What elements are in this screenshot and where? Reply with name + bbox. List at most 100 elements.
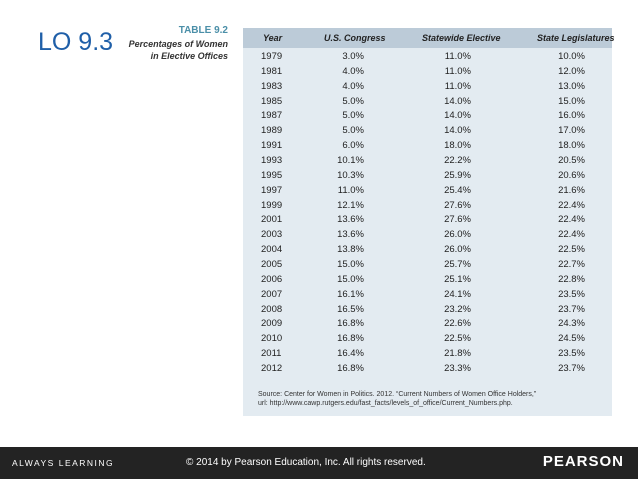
table-cell: 1991 [261,140,283,152]
table-cell: 22.4% [558,199,585,211]
table-cell: 13.6% [337,229,364,241]
table-cell: 16.0% [558,110,585,122]
table-cell: 11.0% [337,184,364,196]
table-cell: 2006 [261,273,283,285]
table-cell: 1987 [261,110,283,122]
table-cell: 1985 [261,95,283,107]
table-cell: 26.0% [444,244,471,256]
table-cell: 18.0% [558,140,585,152]
table-cell: 2012 [261,363,283,375]
table-cell: 24.3% [558,318,585,330]
table-cell: 23.7% [558,303,585,315]
table-cell: 14.0% [444,125,471,137]
table-cell: 16.8% [337,318,364,330]
table-cell: 22.5% [558,244,585,256]
table-cell: 2009 [261,318,283,330]
table-cell: 1989 [261,125,283,137]
table-cell: 17.0% [558,125,585,137]
table-cell: 1999 [261,199,283,211]
table-cell: 15.0% [337,273,364,285]
footer-left: ALWAYS LEARNING [12,458,115,468]
table-cell: 5.0% [342,110,364,122]
table-cell: 14.0% [444,110,471,122]
footer-band [0,447,638,479]
table-cell: 4.0% [342,65,364,77]
column-header: State Legislatures [537,33,615,43]
table-cell: 13.8% [337,244,364,256]
table-cell: 24.5% [558,333,585,345]
table-cell: 15.0% [337,259,364,271]
table-cell: 12.0% [558,65,585,77]
table-cell: 1983 [261,80,283,92]
table-cell: 11.0% [444,51,471,62]
table-cell: 22.4% [558,214,585,226]
table-cell: 23.5% [558,288,585,300]
table-cell: 25.1% [444,273,471,285]
table-cell: 16.5% [337,303,364,315]
table-cell: 5.0% [342,95,364,107]
table-cell: 10.3% [337,169,364,181]
table-cell: 20.5% [558,155,585,167]
table-cell: 26.0% [444,229,471,241]
table-cell: 1981 [261,65,283,77]
table-cell: 22.7% [558,259,585,271]
table-cell: 2003 [261,229,283,241]
table-cell: 25.9% [444,169,471,181]
table-cell: 22.4% [558,229,585,241]
table-cell: 27.6% [444,199,471,211]
table-source: Source: Center for Women in Politics. 20… [258,391,537,398]
table-cell: 14.0% [444,95,471,107]
table-cell: 4.0% [342,80,364,92]
table-cell: 16.4% [337,348,364,360]
table-cell: 1997 [261,184,283,196]
table-cell: 22.6% [444,318,471,330]
table-cell: 24.1% [444,288,471,300]
table-cell: 18.0% [444,140,471,152]
table-cell: 5.0% [342,125,364,137]
table-cell: 22.5% [444,333,471,345]
table-cell: 27.6% [444,214,471,226]
table-cell: 2005 [261,259,283,271]
table-cell: 16.8% [337,363,364,375]
table-cell: 16.8% [337,333,364,345]
column-header: U.S. Congress [324,33,386,43]
table-source: url: http://www.cawp.rutgers.edu/fast_fa… [258,400,513,407]
footer-copyright: © 2014 by Pearson Education, Inc. All ri… [186,457,426,468]
table-cell: 25.7% [444,259,471,271]
column-header: Statewide Elective [422,33,501,43]
table-cell: 23.2% [444,303,471,315]
table-cell: 10.1% [337,155,364,167]
slide-label: LO 9.3 [38,28,114,56]
table-cell: 3.0% [342,51,364,62]
table-cell: 11.0% [444,65,471,77]
table-cell: 23.3% [444,363,471,375]
table-cell: 2010 [261,333,283,345]
table-cell: 2011 [261,348,282,360]
table-cell: 15.0% [558,95,585,107]
column-header: Year [263,33,283,43]
table-cell: 23.5% [558,348,585,360]
table-cell: 2008 [261,303,283,315]
table-cell: 25.4% [444,184,471,196]
table-cell: 11.0% [444,80,471,92]
table-cell: 6.0% [342,140,364,152]
table-cell: 20.6% [558,169,585,181]
table-cell: 22.2% [444,155,471,167]
table-title: in Elective Offices [150,51,228,61]
table-cell: 13.0% [558,80,585,92]
table-cell: 21.8% [444,348,471,360]
table-title: Percentages of Women [128,39,228,49]
table-cell: 13.6% [337,214,364,226]
table-cell: 16.1% [337,288,364,300]
table-cell: 1993 [261,155,283,167]
table-number: TABLE 9.2 [178,25,228,36]
table-cell: 2001 [261,214,283,226]
table-cell: 1995 [261,169,283,181]
table-background [243,28,612,416]
table-cell: 23.7% [558,363,585,375]
table-header-band [243,28,612,48]
footer-logo: PEARSON [542,453,624,470]
table-cell: 22.8% [558,273,585,285]
table-cell: 21.6% [558,184,585,196]
